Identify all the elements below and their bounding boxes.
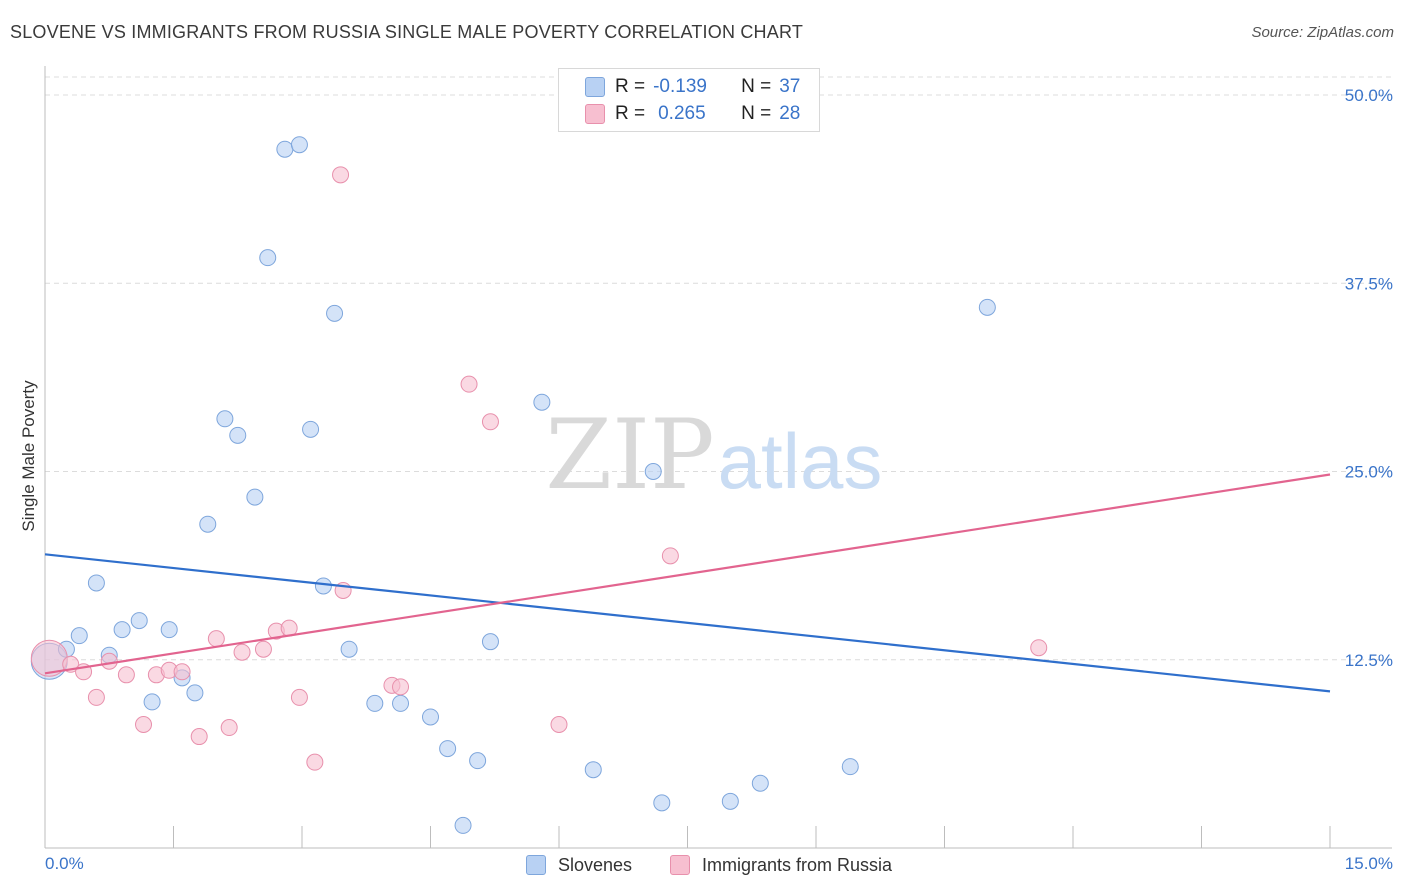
source-label: Source: ZipAtlas.com xyxy=(1251,24,1394,41)
point-russia xyxy=(661,547,679,565)
legend-r-value: -0.139 xyxy=(653,76,707,97)
point-slovenes xyxy=(199,515,217,533)
y-tick-label: 37.5% xyxy=(1345,274,1393,293)
y-tick-label: 25.0% xyxy=(1345,463,1393,482)
legend-label-russia: Immigrants from Russia xyxy=(702,854,893,875)
point-russia xyxy=(173,663,191,681)
point-slovenes xyxy=(186,684,204,702)
x-tick-label: 15.0% xyxy=(1345,854,1393,873)
point-slovenes xyxy=(70,627,88,645)
point-russia xyxy=(100,652,118,670)
legend-swatch-blue xyxy=(526,855,546,875)
point-russia xyxy=(254,640,272,658)
point-russia xyxy=(233,643,251,661)
point-slovenes xyxy=(259,249,277,267)
x-tick-label: 0.0% xyxy=(45,854,84,873)
legend-swatch-pink xyxy=(585,104,605,124)
point-russia xyxy=(460,375,478,393)
legend-n-label: N = xyxy=(741,103,772,124)
point-slovenes xyxy=(653,794,671,812)
point-russia xyxy=(220,719,238,737)
point-russia xyxy=(392,678,410,696)
point-russia xyxy=(332,166,350,184)
grid-lines xyxy=(45,76,1392,661)
point-russia xyxy=(1030,639,1048,657)
point-slovenes xyxy=(326,304,344,322)
legend-item-slovenes: Slovenes xyxy=(526,852,632,878)
point-slovenes xyxy=(841,758,859,776)
point-slovenes xyxy=(533,393,551,411)
legend-row-russia: R = 0.265 N = 28 xyxy=(585,102,800,126)
point-slovenes xyxy=(584,761,602,779)
point-slovenes xyxy=(392,694,410,712)
data-points xyxy=(30,136,1048,834)
point-slovenes xyxy=(439,740,457,758)
tick-labels: 12.5% 25.0% 37.5% 50.0% 0.0% 15.0% xyxy=(45,86,1393,873)
watermark: ZIP atlas xyxy=(545,399,882,511)
point-slovenes xyxy=(314,577,332,595)
point-slovenes xyxy=(143,693,161,711)
point-russia xyxy=(550,716,568,734)
point-russia xyxy=(290,688,308,706)
point-slovenes xyxy=(469,752,487,770)
trend-line-slovenes xyxy=(44,553,1331,693)
legend-n-value: 28 xyxy=(779,103,801,124)
point-slovenes xyxy=(276,140,294,158)
legend-r-label: R = xyxy=(615,76,646,97)
legend-swatch-pink xyxy=(670,855,690,875)
point-slovenes xyxy=(340,640,358,658)
legend-n-label: N = xyxy=(741,76,772,97)
point-slovenes xyxy=(978,298,996,316)
point-russia xyxy=(135,716,153,734)
point-slovenes xyxy=(302,420,320,438)
point-russia xyxy=(481,413,499,431)
point-slovenes xyxy=(246,488,264,506)
y-tick-label: 50.0% xyxy=(1345,86,1393,105)
point-slovenes xyxy=(130,612,148,630)
point-russia xyxy=(190,728,208,746)
point-slovenes xyxy=(481,633,499,651)
trend-line-russia xyxy=(44,473,1331,675)
trend-lines xyxy=(44,473,1331,693)
point-slovenes xyxy=(454,816,472,834)
legend-row-slovenes: R = -0.139 N = 37 xyxy=(585,75,800,99)
legend-label-slovenes: Slovenes xyxy=(558,854,633,875)
point-slovenes xyxy=(422,708,439,726)
point-russia xyxy=(87,688,105,706)
point-slovenes xyxy=(721,792,739,810)
point-slovenes xyxy=(113,621,131,639)
point-russia xyxy=(117,666,135,684)
point-russia xyxy=(207,630,225,648)
legend-item-russia: Immigrants from Russia xyxy=(670,852,892,878)
point-slovenes xyxy=(751,774,769,792)
point-slovenes xyxy=(366,694,384,712)
point-slovenes xyxy=(160,621,178,639)
y-tick-label: 12.5% xyxy=(1345,651,1393,670)
point-russia xyxy=(306,753,324,771)
watermark-zip: ZIP xyxy=(545,399,714,511)
stats-legend: R = -0.139 N = 37 R = 0.265 N = 28 xyxy=(558,68,820,132)
legend-n-value: 37 xyxy=(779,76,801,97)
watermark-atlas: atlas xyxy=(718,417,883,505)
legend-swatch-blue xyxy=(585,77,605,97)
point-slovenes xyxy=(87,574,105,592)
legend-r-label: R = xyxy=(615,103,646,124)
chart-title: SLOVENE VS IMMIGRANTS FROM RUSSIA SINGLE… xyxy=(10,22,804,42)
legend-r-value: 0.265 xyxy=(658,103,706,124)
point-slovenes xyxy=(290,136,308,154)
axes xyxy=(44,66,1392,849)
point-slovenes xyxy=(229,426,247,444)
y-axis-label: Single Male Poverty xyxy=(19,380,38,532)
point-slovenes xyxy=(644,463,662,480)
point-slovenes xyxy=(216,410,234,428)
